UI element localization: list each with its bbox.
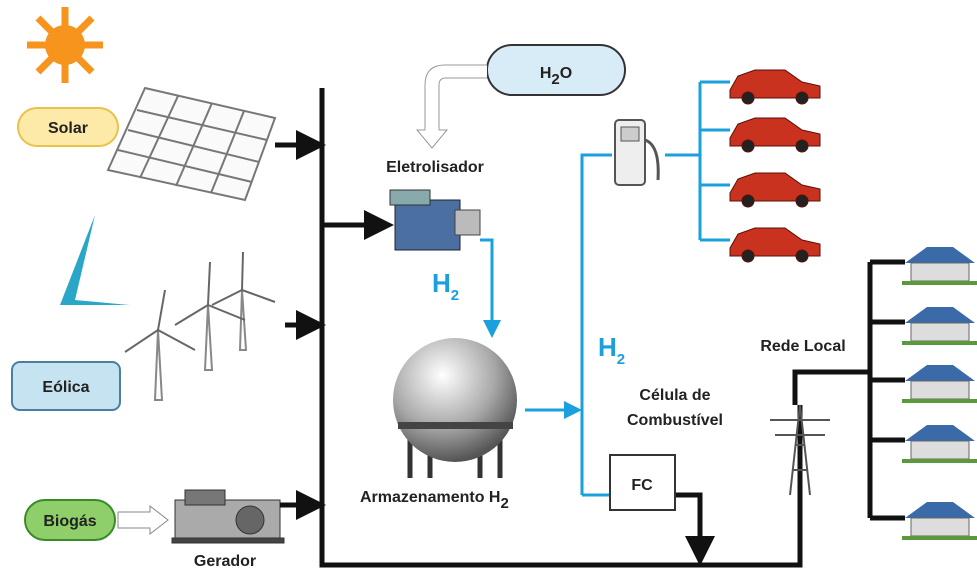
diagram: Solar Eólica Biogás Gerador H2O Eletroli… [0, 0, 977, 570]
fc-label: FC [631, 477, 653, 494]
generator-label: Gerador [194, 553, 256, 570]
h2-main: H [432, 268, 451, 298]
h2-flow [480, 240, 492, 332]
electrolyzer-icon [390, 190, 480, 250]
water-tail: O [560, 65, 572, 82]
electrolyzer-label: Eletrolisador [386, 159, 484, 176]
generator-icon [172, 490, 284, 543]
biogas-label: Biogás [43, 513, 96, 530]
water-main: H [540, 65, 552, 82]
cars [730, 70, 820, 262]
biogas-arrow [118, 506, 168, 534]
solar-panel [108, 88, 275, 200]
pump-icon [615, 120, 658, 185]
h2-label: H2 [598, 332, 625, 368]
houses [902, 247, 977, 540]
water-arrow [417, 65, 487, 148]
wind-label: Eólica [42, 379, 89, 396]
layout [12, 7, 977, 565]
storage-main: Armazenamento H [360, 489, 500, 506]
storage-label: Armazenamento H2 [360, 489, 509, 512]
fuel-cell-title: Combustível [627, 412, 723, 429]
h2-sub: 2 [451, 287, 459, 304]
h2-label: H2 [432, 268, 459, 304]
h2-main: H [598, 332, 617, 362]
solar-label: Solar [48, 120, 88, 137]
h2-sub: 2 [617, 351, 625, 368]
h2-pipe [582, 82, 730, 495]
storage-tank [393, 338, 517, 478]
grid-label: Rede Local [760, 338, 845, 355]
storage-sub: 2 [500, 495, 508, 512]
fuel-cell-title: Célula de [639, 387, 710, 404]
water-sub: 2 [551, 71, 559, 88]
sun-icon [27, 7, 103, 83]
